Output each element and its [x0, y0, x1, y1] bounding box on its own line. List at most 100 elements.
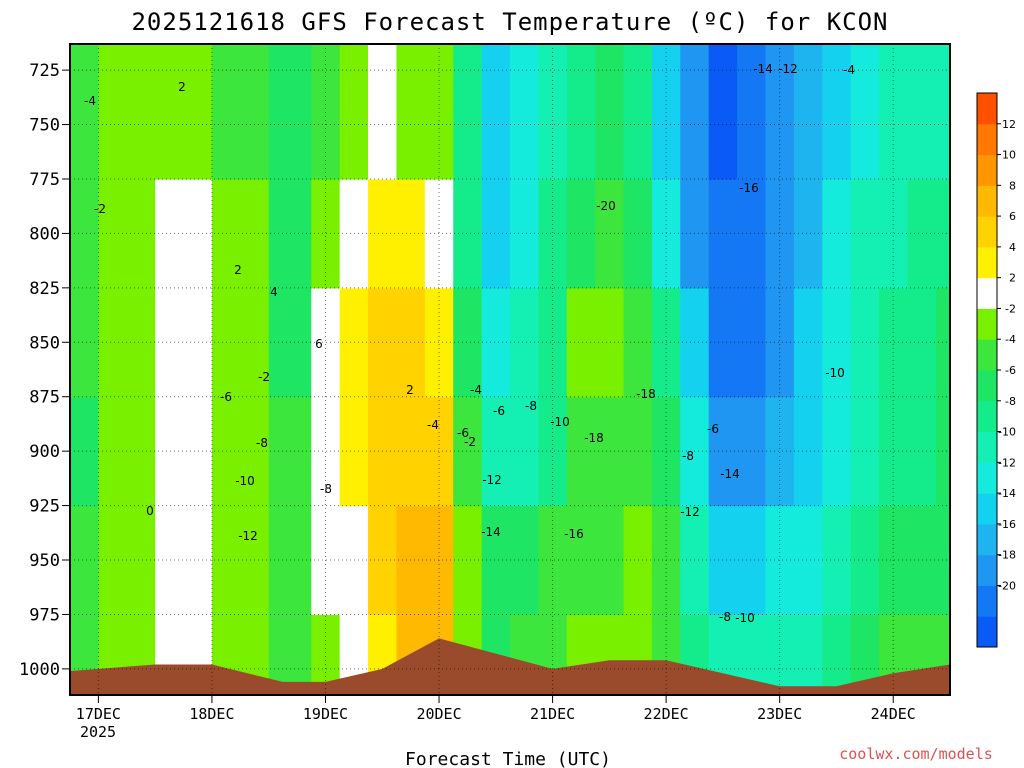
chart-title: 2025121618 GFS Forecast Temperature (ºC)…	[131, 8, 888, 36]
colorbar-swatch	[977, 523, 997, 556]
temp-cell	[566, 396, 596, 507]
contour-label: -16	[739, 181, 759, 195]
colorbar-label: -14	[998, 487, 1016, 500]
x-tick-label: 18DEC	[189, 705, 234, 723]
colorbar-swatch	[977, 616, 997, 648]
temp-cell	[737, 287, 767, 398]
temp-cell	[765, 614, 795, 695]
temp-cell	[268, 44, 312, 180]
temp-cell	[311, 287, 341, 398]
colorbar-label: -10	[998, 426, 1016, 439]
x-tick-label: 22DEC	[644, 705, 689, 723]
temp-cell	[155, 178, 213, 289]
y-tick-label: 975	[29, 605, 60, 625]
temp-cell	[595, 396, 625, 507]
colorbar-swatch	[977, 400, 997, 433]
contour-label: -12	[482, 473, 502, 487]
temp-cell	[935, 44, 950, 180]
y-tick-label: 800	[29, 224, 60, 244]
x-tick-label: 24DEC	[871, 705, 916, 723]
temp-cell	[595, 178, 625, 289]
temp-cell	[311, 396, 341, 507]
contour-label: -8	[682, 449, 694, 463]
contour-label: -2	[94, 202, 106, 216]
y-tick-label: 875	[29, 388, 60, 408]
contour-label: -6	[707, 422, 719, 436]
temp-cell	[424, 287, 454, 398]
contour-label: -4	[843, 63, 855, 77]
colorbar: -20 -18 -16 -14 -12 -10 -8 -6 -4 -2 2 4 6 8 10 12	[976, 92, 1016, 648]
temp-cell	[793, 614, 823, 695]
temp-cell	[211, 178, 270, 289]
temp-cell	[850, 44, 880, 180]
colorbar-label: 8	[1009, 179, 1016, 192]
contour-label: -2	[464, 435, 476, 449]
contour-label: -4	[470, 383, 482, 397]
colorbar-label: 12	[1002, 118, 1016, 131]
colorbar-swatch	[977, 554, 997, 586]
contour-label: -14	[481, 525, 501, 539]
temp-cell	[566, 178, 596, 289]
temp-cell	[907, 505, 937, 616]
contour-label: 6	[315, 337, 323, 351]
contour-label: 4	[270, 285, 278, 299]
temp-cell	[155, 44, 213, 180]
temp-cell	[708, 44, 738, 180]
temperature-field	[70, 44, 950, 695]
contour-label: 2	[234, 263, 242, 277]
temp-cell	[98, 44, 156, 180]
contour-label: -6	[457, 426, 469, 440]
y-axis: 725 750 775 800 825 850 875 900 925 950 975 1000	[19, 61, 70, 680]
colorbar-label: -4	[1005, 333, 1016, 346]
colorbar-label: 4	[1009, 241, 1016, 254]
contour-label: -6	[493, 404, 505, 418]
terrain-layer	[70, 638, 950, 695]
temp-cell	[595, 505, 625, 616]
temp-cell	[623, 44, 653, 180]
contour-label: -10	[735, 611, 755, 625]
y-tick-label: 750	[29, 116, 60, 136]
temp-cell	[211, 44, 270, 180]
temp-cell	[510, 44, 539, 180]
temp-cell	[155, 505, 213, 616]
temp-cell	[424, 178, 454, 289]
temp-cell	[680, 44, 710, 180]
contour-label: 2	[178, 80, 186, 94]
temp-cell	[211, 396, 270, 507]
temp-cell	[708, 178, 738, 289]
colorbar-swatch	[977, 370, 997, 402]
contour-label: 0	[146, 504, 154, 518]
y-tick-label: 925	[29, 497, 60, 517]
temp-cell	[453, 178, 483, 289]
temp-cell	[708, 505, 738, 616]
temp-cell	[155, 396, 213, 507]
contour-label: -12	[778, 62, 798, 76]
y-tick-label: 775	[29, 170, 60, 190]
colorbar-swatch	[977, 339, 997, 371]
temp-cell	[566, 505, 596, 616]
contour-label: -10	[550, 415, 570, 429]
contour-label: -8	[256, 436, 268, 450]
colorbar-label: -18	[998, 549, 1016, 562]
contour-label: -16	[564, 527, 584, 541]
colorbar-label: -2	[1005, 302, 1016, 315]
colorbar-label: -6	[1005, 364, 1016, 377]
colorbar-swatch	[977, 185, 997, 217]
colorbar-label: -8	[1005, 395, 1016, 408]
x-year-label: 2025	[80, 723, 116, 741]
temp-cell	[339, 44, 369, 180]
temp-cell	[737, 44, 767, 180]
plot-frame	[69, 43, 951, 696]
contour-label: -14	[753, 62, 773, 76]
colorbar-swatch	[977, 93, 997, 125]
contour-label: -12	[238, 529, 258, 543]
contour-label: 2	[406, 383, 414, 397]
colorbar-swatch	[977, 216, 997, 248]
x-tick-label: 21DEC	[530, 705, 575, 723]
temp-cell	[737, 396, 767, 507]
colorbar-swatch	[977, 277, 997, 309]
x-tick-label: 17DEC	[76, 705, 121, 723]
y-tick-label: 850	[29, 333, 60, 353]
temp-cell	[907, 287, 937, 398]
